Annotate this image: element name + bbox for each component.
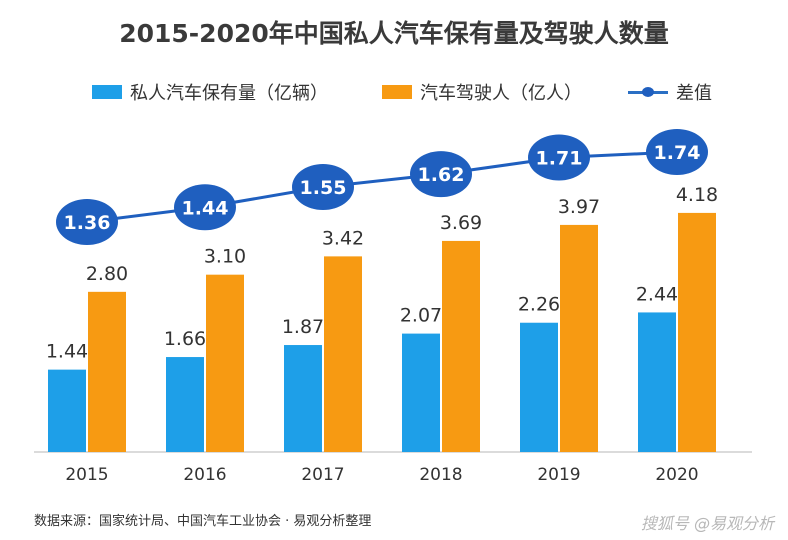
- difference-label-2016: 1.44: [182, 197, 229, 219]
- difference-label-2019: 1.71: [536, 148, 583, 170]
- difference-marker-2018: [410, 151, 472, 198]
- difference-label-2017: 1.55: [300, 177, 347, 199]
- chart-title: 2015-2020年中国私人汽车保有量及驾驶人数量: [119, 19, 669, 48]
- data-label-drivers-2015: 2.80: [86, 263, 128, 285]
- x-tick-label-2017: 2017: [301, 465, 344, 485]
- x-tick-label-2016: 2016: [183, 465, 226, 485]
- watermark: 搜狐号 @易观分析: [640, 514, 774, 533]
- legend-swatch-orange: [382, 85, 412, 99]
- bar-drivers-2019: [560, 224, 598, 452]
- legend-item-private-cars: 私人汽车保有量（亿辆）: [92, 80, 328, 104]
- data-label-private-cars-2020: 2.44: [636, 283, 678, 305]
- bar-private-cars-2019: [520, 322, 558, 452]
- difference-label-2015: 1.36: [64, 212, 111, 234]
- bar-private-cars-2017: [284, 345, 322, 452]
- legend-label-private-cars: 私人汽车保有量（亿辆）: [130, 83, 328, 104]
- data-label-private-cars-2016: 1.66: [164, 328, 206, 350]
- bar-private-cars-2015: [48, 369, 86, 452]
- data-label-private-cars-2017: 1.87: [282, 316, 324, 338]
- bar-drivers-2017: [324, 256, 362, 452]
- bar-drivers-2020: [678, 212, 716, 452]
- legend-label-drivers: 汽车驾驶人（亿人）: [420, 83, 582, 104]
- bar-drivers-2018: [442, 240, 480, 452]
- data-label-drivers-2016: 3.10: [204, 246, 246, 268]
- data-label-drivers-2020: 4.18: [676, 184, 718, 206]
- difference-marker-2017: [292, 164, 354, 210]
- difference-marker-2020: [646, 129, 708, 175]
- difference-marker-2015: [56, 199, 118, 245]
- source-note: 数据来源：国家统计局、中国汽车工业协会 · 易观分析整理: [34, 514, 372, 529]
- x-tick-label-2018: 2018: [419, 465, 462, 485]
- data-label-private-cars-2015: 1.44: [46, 341, 88, 363]
- data-label-private-cars-2018: 2.07: [400, 305, 442, 327]
- bar-private-cars-2018: [402, 333, 440, 452]
- legend-item-difference: 差值: [628, 80, 712, 104]
- data-label-drivers-2019: 3.97: [558, 196, 600, 218]
- legend-label-difference: 差值: [676, 83, 712, 104]
- difference-label-2018: 1.62: [418, 164, 465, 186]
- bar-drivers-2015: [88, 291, 126, 452]
- bar-drivers-2016: [206, 274, 244, 452]
- difference-marker-2016: [174, 184, 236, 231]
- bar-private-cars-2016: [166, 357, 204, 452]
- legend-item-drivers: 汽车驾驶人（亿人）: [382, 80, 582, 104]
- legend-swatch-blue: [92, 85, 122, 99]
- data-label-drivers-2018: 3.69: [440, 212, 482, 234]
- data-label-drivers-2017: 3.42: [322, 227, 364, 249]
- x-tick-label-2019: 2019: [537, 465, 580, 485]
- x-tick-label-2015: 2015: [65, 465, 108, 485]
- difference-marker-2019: [528, 134, 590, 181]
- legend-swatch-line: [628, 85, 668, 99]
- data-label-private-cars-2019: 2.26: [518, 294, 560, 316]
- x-tick-label-2020: 2020: [655, 465, 698, 485]
- bar-private-cars-2020: [638, 312, 676, 452]
- difference-label-2020: 1.74: [654, 142, 701, 164]
